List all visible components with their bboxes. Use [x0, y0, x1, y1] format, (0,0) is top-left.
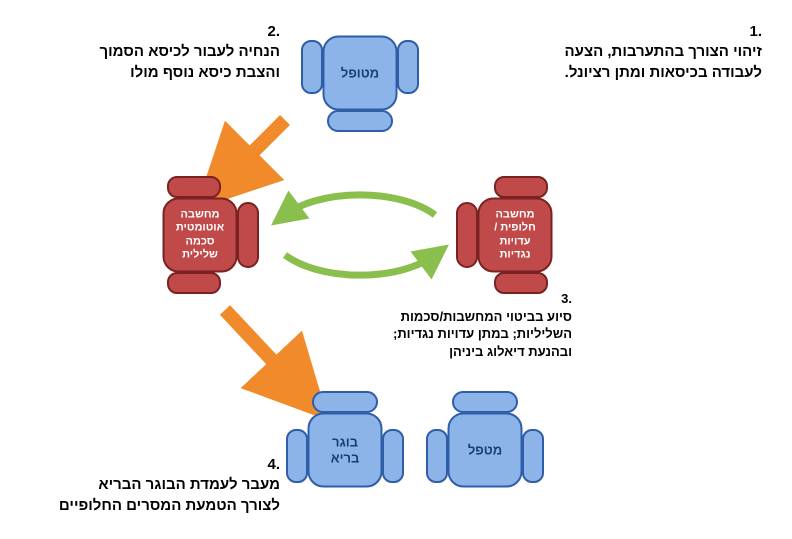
armrest-icon: [167, 272, 221, 294]
armrest-icon: [167, 176, 221, 198]
chair-alt-thought: מחשבה חלופית / עדויות נגדיות: [460, 180, 570, 290]
seat-edge-icon: [327, 110, 393, 132]
armrest-icon: [522, 429, 544, 483]
step-4-body: מעבר לעמדת הבוגר הבריא לצורך הטמעת המסרי…: [59, 476, 280, 513]
armrest-icon: [397, 40, 419, 94]
chair-label: מטופל: [323, 36, 398, 111]
seat-edge-icon: [452, 391, 518, 413]
seat-edge-icon: [312, 391, 378, 413]
chair-healthy-adult: בוגר בריא: [290, 395, 400, 505]
step-1-body: זיהוי הצורך בהתערבות, הצעה לעבודה בכיסאו…: [565, 43, 762, 80]
step-2-text: .2 הנחיה לעבור לכיסא הסמוך והצבת כיסא נו…: [30, 22, 280, 83]
armrest-icon: [286, 429, 308, 483]
chair-label: מחשבה אוטומטית סכמה שלילית: [163, 198, 238, 273]
chair-therapist: מטפל: [430, 395, 540, 505]
chair-patient-top: מטופל: [305, 18, 415, 128]
step-1-text: .1 זיהוי הצורך בהתערבות, הצעה לעבודה בכי…: [502, 22, 762, 83]
step-1-num: .1: [502, 22, 762, 42]
armrest-icon: [494, 176, 548, 198]
chair-label: בוגר בריא: [308, 413, 383, 488]
chair-label: מטפל: [448, 413, 523, 488]
seat-edge-icon: [237, 202, 259, 268]
step-2-num: .2: [30, 22, 280, 42]
step-3-body: סיוע בביטוי המחשבות/סכמות השליליות; במתן…: [393, 309, 572, 359]
cycle-arrows: [260, 175, 460, 300]
armrest-icon: [382, 429, 404, 483]
chair-label: מחשבה חלופית / עדויות נגדיות: [478, 198, 553, 273]
chair-negative-thought: מחשבה אוטומטית סכמה שלילית: [145, 180, 255, 290]
step-3-text: .3 סיוע בביטוי המחשבות/סכמות השליליות; ב…: [342, 290, 572, 360]
armrest-icon: [301, 40, 323, 94]
step-2-body: הנחיה לעבור לכיסא הסמוך והצבת כיסא נוסף …: [100, 43, 280, 80]
step-4-num: .4: [20, 455, 280, 475]
seat-edge-icon: [456, 202, 478, 268]
armrest-icon: [494, 272, 548, 294]
armrest-icon: [426, 429, 448, 483]
step-4-text: .4 מעבר לעמדת הבוגר הבריא לצורך הטמעת המ…: [20, 455, 280, 516]
